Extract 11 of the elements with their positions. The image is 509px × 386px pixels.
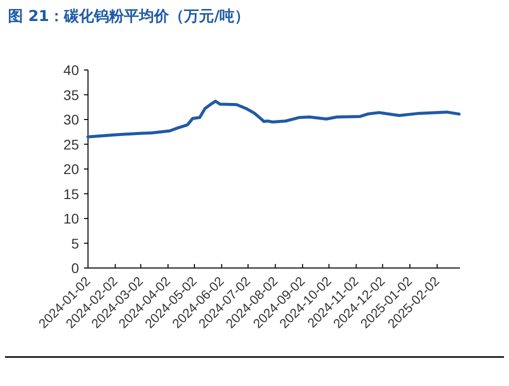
y-tick-label: 35	[63, 86, 80, 103]
y-tick-label: 30	[63, 112, 80, 128]
y-tick-label: 15	[63, 186, 80, 202]
y-tick-label: 25	[63, 136, 80, 152]
line-series	[86, 100, 461, 138]
y-tick-label: 40	[63, 62, 80, 78]
y-tick-label: 10	[63, 210, 80, 226]
y-tick-label: 20	[63, 161, 80, 177]
y-tick-label: 0	[71, 260, 80, 276]
y-tick-label: 5	[71, 235, 80, 252]
chart-title: 图 21：碳化钨粉平均价（万元/吨）	[8, 7, 250, 25]
